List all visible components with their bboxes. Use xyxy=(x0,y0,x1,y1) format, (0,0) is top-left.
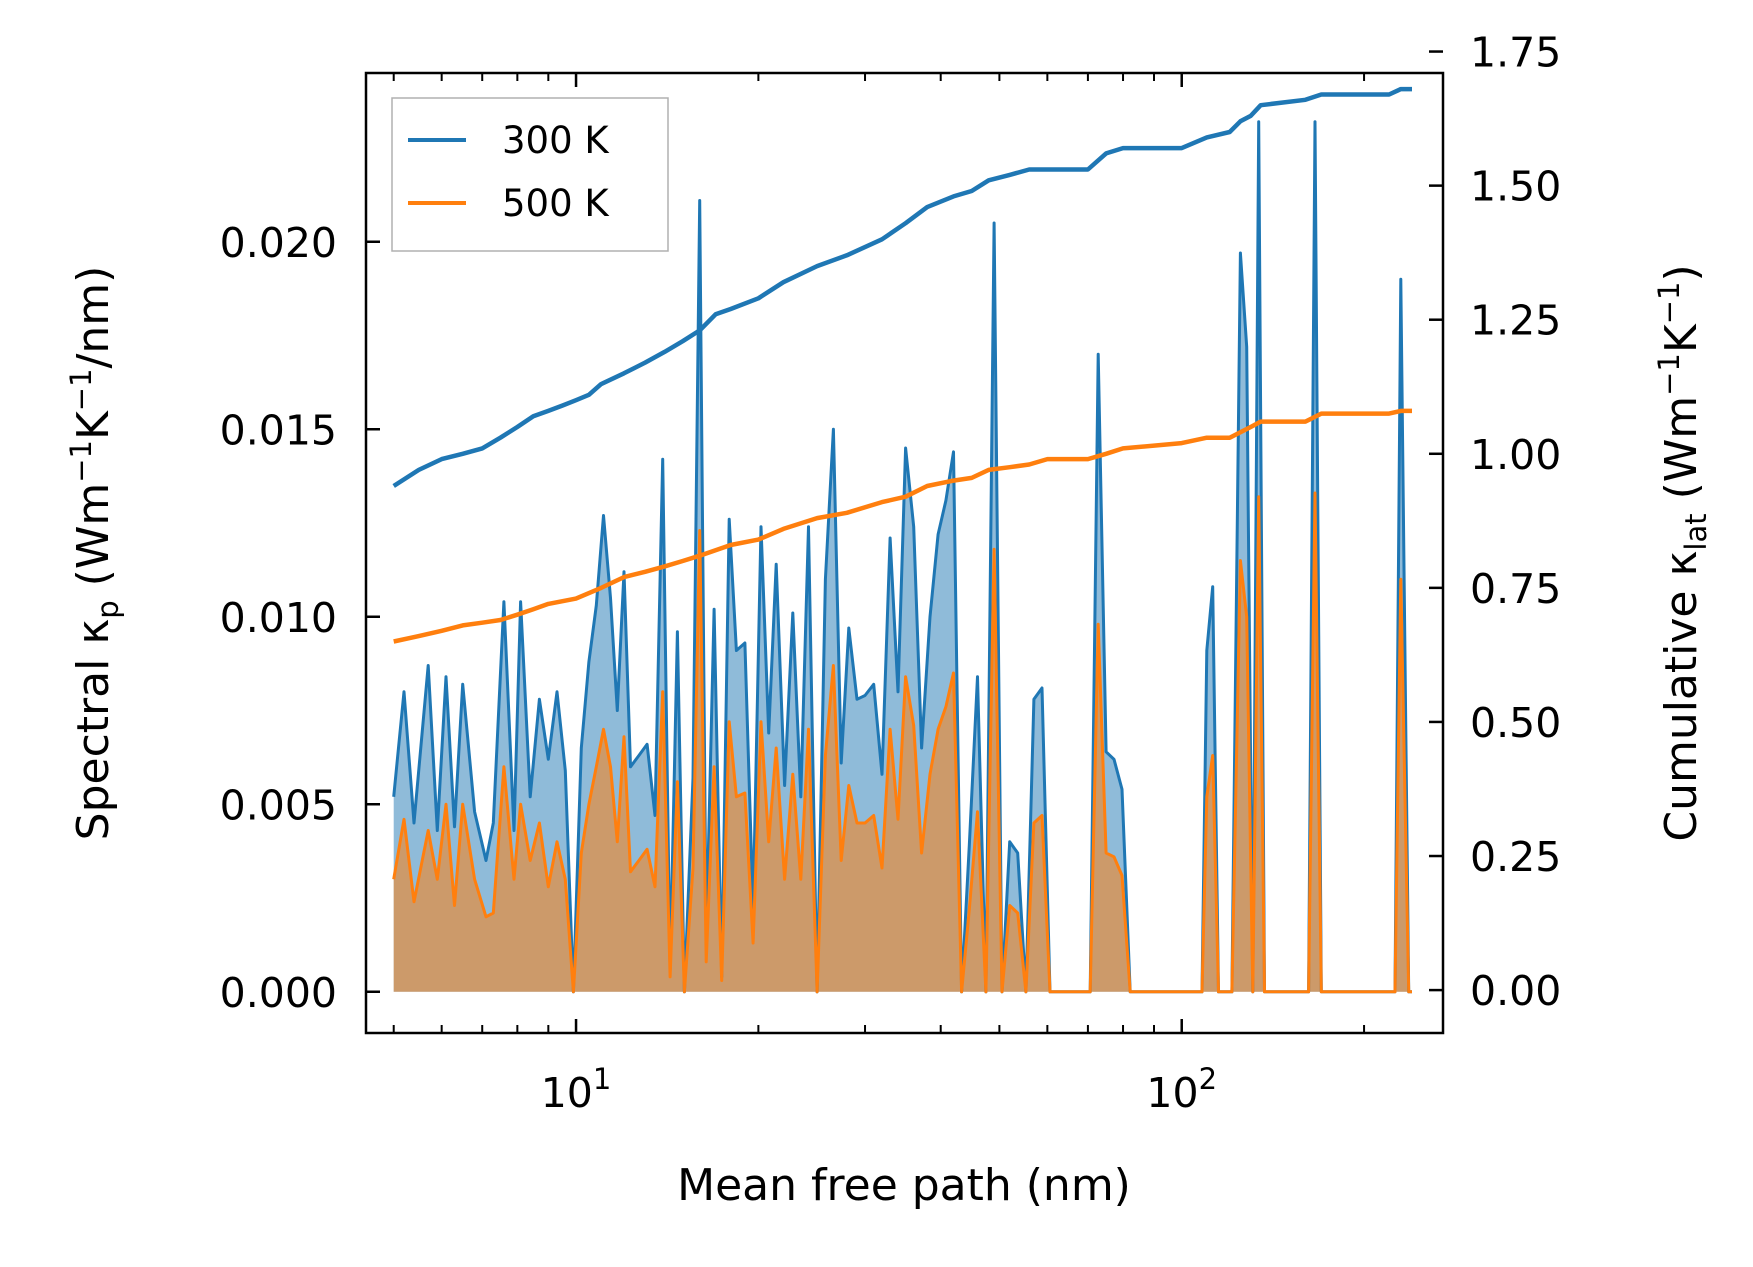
y-left-tick-label: 0.000 xyxy=(220,969,337,1017)
y-right-tick-label: 1.00 xyxy=(1470,431,1561,479)
y-left-tick-label: 0.010 xyxy=(220,594,337,642)
y-right-tick-label: 0.25 xyxy=(1470,833,1561,881)
tick-layer xyxy=(366,50,1443,1033)
legend-label-300k: 300 K xyxy=(502,119,610,162)
cumulative-line-layer xyxy=(392,86,1412,644)
cumulative-line-500k xyxy=(393,408,1412,644)
y-right-tick-label: 0.00 xyxy=(1470,967,1561,1015)
y-left-tick-label: 0.020 xyxy=(220,219,337,267)
y-right-tick-label: 1.25 xyxy=(1470,297,1561,345)
x-tick-label-base: 10 xyxy=(541,1069,593,1117)
spectral-line-500k xyxy=(392,491,1412,994)
tick-label-layer: 101 1020.0000.0050.0100.0150.0200.000.250… xyxy=(220,29,1562,1117)
y-axis-left-title: Spectral κp (Wm−1K−1/nm) xyxy=(64,266,125,841)
y-right-tick-label: 0.50 xyxy=(1470,699,1561,747)
y-left-tick-label: 0.005 xyxy=(220,781,337,829)
x-tick-label: 102 xyxy=(1146,1062,1217,1117)
legend-box xyxy=(391,97,669,252)
legend: 300 K 500 K xyxy=(391,97,669,252)
spectral-line-layer xyxy=(392,120,1412,994)
plot-frame xyxy=(364,71,1445,1035)
y-right-tick-label: 1.75 xyxy=(1470,29,1561,77)
cumulative-line-300k xyxy=(392,86,1412,488)
x-tick-label-exponent: 1 xyxy=(593,1062,611,1096)
x-tick-label: 101 xyxy=(541,1062,612,1117)
y-right-tick-label: 0.75 xyxy=(1470,565,1561,613)
x-tick-label-base: 10 xyxy=(1146,1069,1198,1117)
x-tick-label-exponent: 2 xyxy=(1199,1062,1217,1096)
y-axis-right-title: Cumulative κlat (Wm−1K−1) xyxy=(1652,264,1713,841)
x-axis-title: Mean free path (nm) xyxy=(677,1160,1131,1211)
y-right-tick-label: 1.50 xyxy=(1470,163,1561,211)
y-left-tick-label: 0.015 xyxy=(220,406,337,454)
legend-label-500k: 500 K xyxy=(502,182,610,225)
